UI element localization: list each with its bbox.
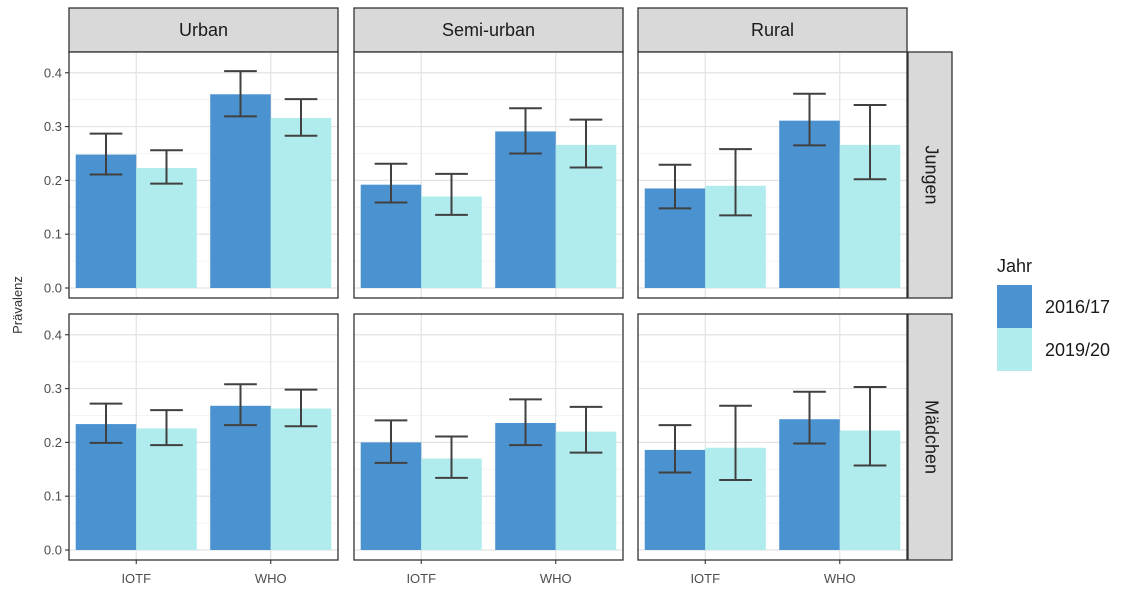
panel-0: 0.0 0.1 0.2 0.3 0.4 (44, 51, 339, 299)
panel-2 (637, 51, 908, 299)
panel-4: IOTF WHO (353, 313, 624, 586)
column-strip-label-0: Urban (179, 20, 228, 40)
legend-key-1 (997, 328, 1032, 371)
legend-title: Jahr (997, 256, 1032, 276)
bar-2016-17-who (210, 405, 271, 550)
column-strip-label-1: Semi-urban (442, 20, 535, 40)
bar-2019-20-iotf (136, 168, 197, 288)
panel-3: 0.0 0.1 0.2 0.3 0.4 IOTF WHO (44, 313, 339, 586)
panel-border (353, 51, 624, 299)
y-tick-label: 0.4 (44, 327, 62, 342)
y-tick-label: 0.2 (44, 435, 62, 450)
y-tick-label: 0.1 (44, 489, 62, 504)
panel-border (68, 51, 339, 299)
panel-border (353, 313, 624, 561)
x-tick-label-who: WHO (824, 571, 856, 586)
panel-1 (353, 51, 624, 299)
bar-2016-17-who (779, 120, 840, 289)
bar-2016-17-iotf (75, 424, 137, 550)
bar-2019-20-iotf (136, 428, 197, 550)
y-tick-label: 0.0 (44, 543, 62, 558)
y-axis-title: Prävalenz (10, 276, 25, 334)
y-tick-label: 0.0 (44, 281, 62, 296)
y-tick-label: 0.3 (44, 119, 62, 134)
bar-2016-17-who (210, 94, 271, 289)
y-tick-label: 0.4 (44, 65, 62, 80)
row-strip-label-0: Jungen (921, 145, 941, 204)
bar-2019-20-who (270, 117, 332, 288)
legend-label-1: 2019/20 (1045, 340, 1110, 360)
bar-2019-20-who (270, 408, 332, 550)
y-tick-label: 0.3 (44, 381, 62, 396)
row-strip-1 (907, 313, 953, 561)
x-tick-label-who: WHO (540, 571, 572, 586)
x-tick-label-iotf: IOTF (121, 571, 151, 586)
row-strip-label-1: Mädchen (921, 400, 941, 474)
panel-border (68, 313, 339, 561)
legend-key-0 (997, 285, 1032, 328)
panel-border (637, 313, 908, 561)
panel-5: IOTF WHO (637, 313, 908, 586)
column-strip-label-2: Rural (751, 20, 794, 40)
y-tick-label: 0.1 (44, 227, 62, 242)
column-strip-2 (637, 7, 908, 53)
x-tick-label-iotf: IOTF (690, 571, 720, 586)
column-strip-1 (353, 7, 624, 53)
row-strip-0 (907, 51, 953, 299)
legend-label-0: 2016/17 (1045, 297, 1110, 317)
column-strip-0 (68, 7, 339, 53)
x-tick-label-iotf: IOTF (406, 571, 436, 586)
bar-2016-17-iotf (75, 154, 137, 288)
x-tick-label-who: WHO (255, 571, 287, 586)
y-tick-label: 0.2 (44, 173, 62, 188)
bar-2016-17-who (495, 131, 556, 288)
panel-border (637, 51, 908, 299)
bar-2019-20-who (555, 144, 617, 288)
